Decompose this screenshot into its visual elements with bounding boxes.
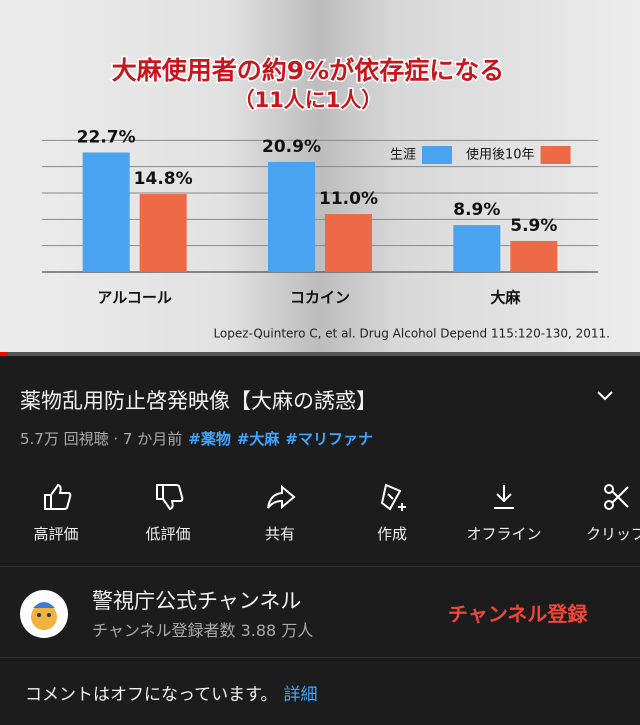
chart: 大麻使用者の約9%が依存症になる （11人に1人） アルコール 22.7% 14.8% コ…: [42, 55, 610, 341]
value-label: 14.8%: [134, 169, 193, 189]
channel-avatar[interactable]: [20, 590, 68, 638]
action-button[interactable]: 高評価: [0, 475, 112, 555]
value-label: 11.0%: [319, 189, 378, 209]
action-label: 高評価: [33, 525, 79, 543]
action-icon: [494, 485, 514, 509]
legend-label: 使用後10年: [466, 147, 535, 163]
hashtags: #薬物 #大麻 #マリファナ: [182, 430, 373, 448]
expand-icon[interactable]: [596, 390, 614, 402]
separator: [0, 657, 640, 658]
x-tick-label: コカイン: [290, 289, 350, 307]
bar: [325, 214, 372, 272]
subscribe-button[interactable]: チャンネル登録: [448, 602, 588, 626]
action-icon: [156, 484, 184, 511]
progress-bar[interactable]: [0, 352, 640, 356]
action-icon: [604, 484, 629, 510]
hashtag[interactable]: #マリファナ: [285, 430, 373, 448]
legend-swatch: [540, 146, 571, 164]
action-button[interactable]: オフライン: [448, 475, 560, 555]
x-tick-label: 大麻: [490, 289, 521, 307]
action-icon: [267, 484, 296, 510]
value-label: 20.9%: [262, 137, 321, 157]
action-icon: [44, 483, 72, 510]
video-meta: 5.7万 回視聴 · 7 か月前 #薬物 #大麻 #マリファナ: [20, 428, 373, 449]
bar: [82, 152, 130, 272]
bar: [510, 240, 558, 272]
bar: [453, 225, 501, 272]
bar: [268, 161, 315, 272]
action-icon: [380, 483, 406, 511]
value-label: 5.9%: [510, 216, 557, 236]
bar: [139, 194, 187, 272]
value-label: 22.7%: [77, 127, 136, 147]
action-label: クリップ: [585, 525, 640, 543]
action-button[interactable]: クリップ: [560, 475, 640, 555]
comments-notice: コメントはオフになっています。 詳細: [25, 680, 317, 705]
action-bar: 高評価 低評価 共有 作成 オフライン クリップ: [0, 475, 640, 555]
action-label: オフライン: [466, 525, 542, 543]
subscriber-count: チャンネル登録者数 3.88 万人: [92, 621, 314, 640]
hashtag[interactable]: #大麻: [236, 430, 280, 448]
action-label: 低評価: [145, 525, 191, 543]
video-title[interactable]: 薬物乱用防止啓発映像【大麻の誘惑】: [20, 389, 377, 413]
chart-title: 大麻使用者の約9%が依存症になる: [112, 56, 504, 85]
action-button[interactable]: 作成: [336, 475, 448, 555]
hashtag[interactable]: #薬物: [188, 430, 231, 448]
legend-label: 生涯: [390, 148, 416, 163]
channel-name[interactable]: 警視庁公式チャンネル: [92, 589, 302, 613]
progress: [0, 352, 8, 356]
video-player[interactable]: 大麻使用者の約9%が依存症になる （11人に1人） アルコール 22.7% 14.8% コ…: [0, 0, 640, 355]
details-link[interactable]: 詳細: [283, 685, 318, 705]
action-label: 共有: [264, 525, 295, 543]
source: Lopez-Quintero C, et al. Drug Alcohol De…: [213, 327, 610, 341]
separator: [0, 566, 640, 567]
legend-swatch: [422, 146, 453, 164]
value-label: 8.9%: [453, 200, 500, 220]
action-button[interactable]: 低評価: [112, 475, 224, 555]
chart-subtitle: （11人に1人）: [234, 88, 383, 112]
action-button[interactable]: 共有: [224, 475, 336, 555]
comments-text: コメントはオフになっています。: [25, 685, 278, 705]
views: 5.7万 回視聴 · 7 か月前: [20, 430, 183, 448]
action-label: 作成: [376, 525, 407, 543]
x-tick-label: アルコール: [97, 289, 172, 307]
